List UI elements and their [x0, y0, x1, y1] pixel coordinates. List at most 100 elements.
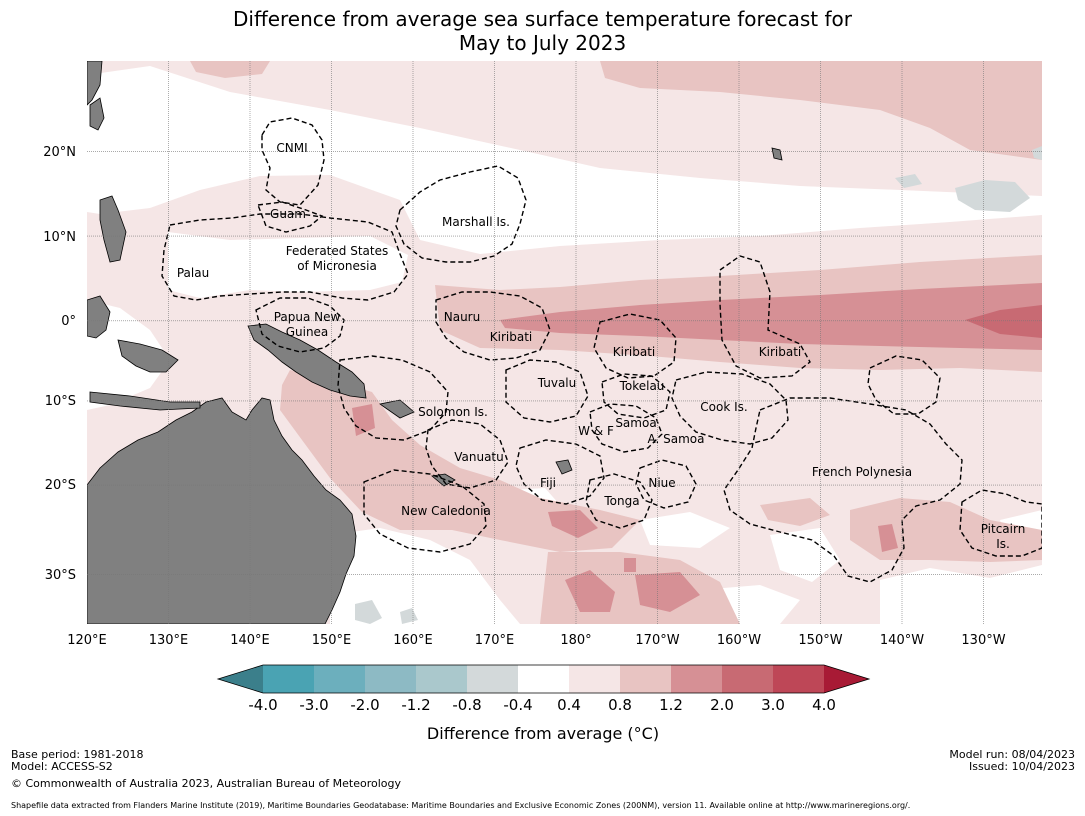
region-label: French Polynesia [812, 465, 912, 479]
x-tick-label: 120°E [67, 633, 107, 648]
y-tick-label: 10°S [45, 394, 76, 409]
map-area: CNMI Guam Marshall Is. Federated States … [87, 61, 1042, 624]
marshall-islands-eez [395, 165, 527, 263]
region-label: Samoa [615, 416, 656, 430]
region-label: of Micronesia [297, 259, 377, 273]
vanuatu-eez [425, 419, 509, 489]
region-label: Is. [996, 537, 1010, 551]
kiribati-central-eez [593, 313, 677, 379]
base-period: Base period: 1981-2018 [11, 748, 144, 761]
new-guinea-landmass [247, 323, 367, 399]
colorbar-outline [216, 664, 871, 694]
model-run-date: Model run: 08/04/2023 [949, 748, 1075, 761]
anomaly-band-very-strong [965, 305, 1042, 338]
colorbar-tick: -2.0 [350, 696, 379, 714]
region-label: A. Samoa [648, 432, 705, 446]
x-tick-label: 160°W [717, 633, 761, 648]
solomon-islands-eez [337, 355, 449, 441]
tuvalu-eez [505, 359, 589, 423]
region-label: Guam [270, 207, 306, 221]
x-tick-label: 170°E [475, 633, 515, 648]
colorbar-swatch [518, 665, 569, 693]
region-label: Kiribati [759, 345, 801, 359]
issued-date: Issued: 10/04/2023 [968, 760, 1075, 773]
region-label: Niue [648, 476, 675, 490]
region-label: Vanuatu [454, 450, 504, 464]
region-label: New Caledonia [401, 504, 491, 518]
region-label: Kiribati [490, 330, 532, 344]
colorbar-tick: -0.8 [452, 696, 481, 714]
region-label: Tokelau [619, 379, 665, 393]
region-label: Federated States [286, 244, 388, 258]
y-tick-label: 30°S [45, 568, 76, 583]
colorbar-tick: 0.4 [557, 696, 581, 714]
marquesas-eez [867, 355, 941, 415]
region-label: Palau [177, 266, 209, 280]
colorbar-tick-labels: -4.0 -3.0 -2.0 -1.2 -0.8 -0.4 0.4 0.8 1.… [248, 696, 836, 714]
colorbar-swatch [314, 665, 365, 693]
color-bar [216, 664, 871, 694]
region-label: Fiji [540, 476, 556, 490]
region-label: Tuvalu [537, 376, 577, 390]
cook-islands-eez [671, 371, 789, 445]
cnmi-eez [261, 117, 325, 206]
x-tick-label: 150°W [798, 633, 842, 648]
region-label: W & F [578, 424, 614, 438]
samoa-eez [589, 403, 663, 453]
region-label: Marshall Is. [442, 215, 510, 229]
near-average-patches [87, 66, 1042, 624]
pitcairn-eez [959, 489, 1042, 557]
region-label: Papua New [274, 310, 341, 324]
region-label: Pitcairn [981, 522, 1026, 536]
french-polynesia-eez [723, 397, 963, 583]
tonga-eez [585, 473, 653, 529]
colorbar-tick: 4.0 [812, 696, 836, 714]
guam-eez [257, 201, 324, 233]
y-tick-label: 20°N [43, 145, 76, 160]
model-name: Model: ACCESS-S2 [11, 760, 113, 773]
colorbar-swatch [416, 665, 467, 693]
colorbar-tick: 1.2 [659, 696, 683, 714]
colorbar-title: Difference from average (°C) [427, 724, 659, 743]
fiji-eez [515, 439, 605, 505]
colorbar-tick: -0.4 [503, 696, 532, 714]
colorbar-swatch [569, 665, 620, 693]
colorbar-swatch [722, 665, 773, 693]
colorbar-swatch [365, 665, 416, 693]
region-label: CNMI [276, 141, 307, 155]
colorbar-swatch [773, 665, 824, 693]
x-tick-label: 160°E [393, 633, 433, 648]
hawaii-island [771, 147, 783, 161]
map-title-line-2: May to July 2023 [458, 31, 627, 55]
anomaly-band-strong [352, 283, 1042, 612]
colorbar-tick: -1.2 [401, 696, 430, 714]
colorbar-tick: 2.0 [710, 696, 734, 714]
solomon-islands [379, 399, 415, 419]
colorbar-swatch [467, 665, 518, 693]
tokelau-eez [601, 373, 671, 419]
region-label: Kiribati [613, 345, 655, 359]
map-title-line-1: Difference from average sea surface temp… [232, 7, 852, 31]
kiribati-west-eez [435, 291, 551, 361]
region-label: Solomon Is. [418, 405, 488, 419]
borneo-island [87, 295, 111, 339]
asia-landmass [87, 61, 103, 106]
colorbar-swatch [671, 665, 722, 693]
niue-eez [635, 459, 697, 509]
x-tick-label: 140°W [880, 633, 924, 648]
y-axis-labels: 20°N 10°N 0° 10°S 20°S 30°S [43, 145, 76, 583]
x-tick-label: 140°E [230, 633, 270, 648]
region-label: Tonga [603, 494, 639, 508]
land-masses [87, 61, 783, 624]
colorbar-tick: -3.0 [299, 696, 328, 714]
x-tick-label: 170°W [635, 633, 679, 648]
cool-anomaly-patches [355, 146, 1042, 624]
png-eez [255, 297, 345, 353]
y-tick-label: 10°N [43, 230, 76, 245]
y-tick-label: 0° [61, 314, 76, 329]
region-label: Guinea [286, 325, 329, 339]
colorbar-swatch [620, 665, 671, 693]
x-axis-labels: 120°E 130°E 140°E 150°E 160°E 170°E 180°… [67, 633, 1005, 648]
sulawesi-island [117, 339, 179, 373]
